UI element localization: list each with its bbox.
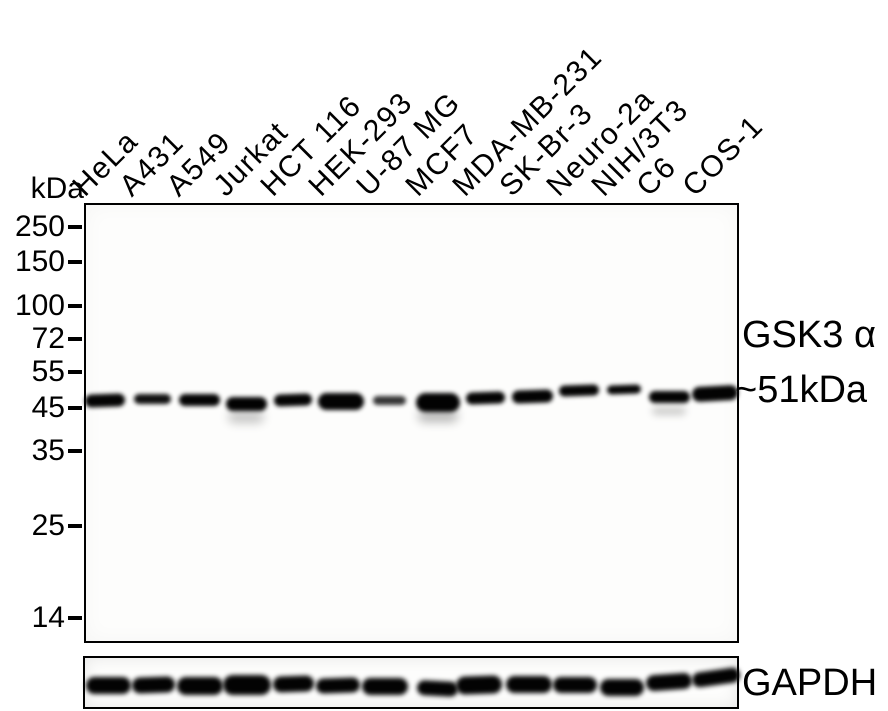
lane-label: COS-1: [676, 109, 770, 203]
ladder-mark-label: 72: [31, 322, 65, 355]
protein-band: [273, 393, 313, 407]
protein-band: [372, 395, 406, 405]
ladder-tick: [68, 449, 82, 453]
ladder-mark-label: 150: [14, 245, 65, 278]
ladder-tick: [68, 616, 82, 620]
ladder-tick: [68, 225, 82, 229]
ladder-tick: [68, 406, 82, 410]
protein-band: [558, 383, 600, 397]
protein-band: [178, 394, 220, 406]
ladder-mark: 150: [0, 247, 82, 277]
band-smear: [652, 407, 686, 415]
protein-band: [606, 383, 642, 395]
ladder-mark: 72: [0, 324, 82, 354]
protein-band: [84, 392, 126, 408]
protein-band: [318, 392, 364, 410]
gapdh-band: [416, 679, 458, 697]
gapdh-band: [177, 677, 223, 695]
ladder-tick: [68, 337, 82, 341]
kda-unit-label: kDa: [30, 172, 84, 205]
protein-band: [465, 391, 505, 405]
ladder-tick: [68, 524, 82, 528]
ladder-mark-label: 14: [31, 601, 65, 634]
gapdh-band: [600, 678, 644, 696]
protein-band: [648, 391, 690, 403]
ladder-mark-label: 45: [31, 391, 65, 424]
gapdh-band: [691, 666, 741, 688]
ladder-mark: 14: [0, 603, 82, 633]
molecular-weight-annotation: ~51kDa: [735, 369, 868, 411]
loading-control-panel: [83, 656, 741, 709]
gapdh-band: [223, 675, 271, 695]
gapdh-band: [455, 675, 503, 695]
loading-control-label: GAPDH: [742, 662, 878, 704]
protein-band: [133, 394, 171, 404]
ladder-mark-label: 100: [14, 289, 65, 322]
band-smear: [418, 410, 458, 422]
ladder-mark-label: 35: [31, 434, 65, 467]
target-protein-label: GSK3 α: [742, 314, 876, 356]
protein-band: [416, 392, 460, 412]
protein-band: [511, 388, 553, 404]
ladder-mark: 55: [0, 357, 82, 387]
ladder-mark: 100: [0, 291, 82, 321]
protein-band: [691, 384, 739, 402]
ladder-mark: 250: [0, 212, 82, 242]
gapdh-band: [272, 675, 314, 693]
ladder-tick: [68, 370, 82, 374]
protein-band: [225, 397, 267, 411]
gapdh-band: [645, 672, 693, 692]
ladder-mark: 35: [0, 436, 82, 466]
main-blot-panel: [84, 203, 739, 643]
band-smear: [228, 411, 264, 423]
ladder-mark-label: 25: [31, 509, 65, 542]
gapdh-band: [553, 677, 597, 693]
ladder-mark: 45: [0, 393, 82, 423]
ladder-mark-label: 55: [31, 355, 65, 388]
ladder-mark: 25: [0, 511, 82, 541]
ladder-tick: [68, 304, 82, 308]
gapdh-band: [315, 676, 361, 694]
gapdh-band: [131, 676, 175, 694]
gapdh-band: [85, 676, 131, 694]
gapdh-band: [506, 675, 552, 693]
ladder-mark-label: 250: [14, 210, 65, 243]
ladder-tick: [68, 260, 82, 264]
gapdh-band: [362, 677, 408, 695]
